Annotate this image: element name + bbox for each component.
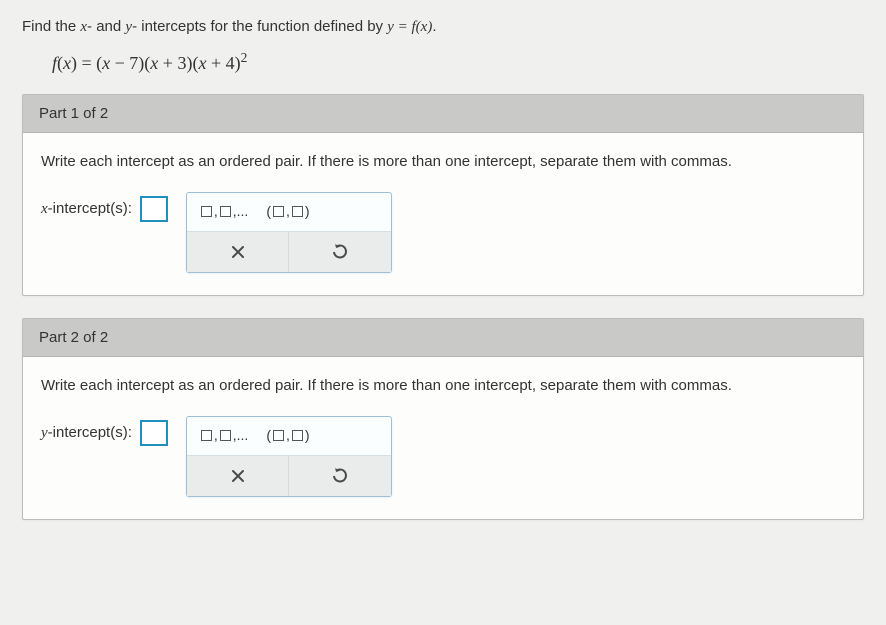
page-root: Find the x - and y - intercepts for the fu…	[0, 0, 886, 520]
toolbox-actions	[187, 231, 391, 272]
sep: ,	[214, 427, 218, 443]
label-text: -intercept(s):	[48, 200, 132, 217]
ordered-pair-template-button[interactable]: (,)	[266, 427, 309, 443]
reset-button[interactable]	[289, 232, 391, 272]
part-2-answer-row: y-intercept(s): ,,... (,)	[41, 416, 845, 497]
text: Find the	[22, 18, 80, 35]
pair-sep: ,	[286, 203, 290, 219]
pair-sep: ,	[286, 427, 290, 443]
label-text: -intercept(s):	[48, 424, 132, 441]
part-2-body: Write each intercept as an ordered pair.…	[23, 357, 863, 519]
clear-button[interactable]	[187, 232, 290, 272]
part-1-body: Write each intercept as an ordered pair.…	[23, 133, 863, 295]
part-1-answer-row: x-intercept(s): ,,... (,)	[41, 192, 845, 273]
clear-button[interactable]	[187, 456, 290, 496]
x-intercept-label: x-intercept(s):	[41, 192, 168, 222]
y-intercept-label: y-intercept(s):	[41, 416, 168, 446]
list-template-button[interactable]: ,,...	[201, 203, 248, 219]
sep: ,	[214, 203, 218, 219]
label-var: x	[41, 201, 48, 217]
text: - and	[87, 18, 125, 35]
problem-statement: Find the x- and y- intercepts for the fu…	[22, 18, 864, 36]
eq-short: y = f(x)	[387, 19, 432, 35]
paren-open: (	[266, 203, 271, 219]
list-template-button[interactable]: ,,...	[201, 427, 248, 443]
part-2-instruction: Write each intercept as an ordered pair.…	[41, 377, 845, 394]
toolbox-templates: ,,... (,)	[187, 417, 391, 455]
paren-close: )	[305, 427, 310, 443]
undo-icon	[332, 244, 348, 260]
text: - intercepts for the function defined by	[132, 18, 387, 35]
reset-button[interactable]	[289, 456, 391, 496]
y-intercept-input[interactable]	[140, 420, 168, 446]
toolbox-templates: ,,... (,)	[187, 193, 391, 231]
equation-display: f(x) = (x − 7)(x + 3)(x + 4)2	[52, 50, 864, 74]
toolbox-actions	[187, 455, 391, 496]
x-intercept-input[interactable]	[140, 196, 168, 222]
part-2-header: Part 2 of 2	[23, 319, 863, 357]
label-var: y	[41, 425, 48, 441]
part-1-header: Part 1 of 2	[23, 95, 863, 133]
part-2-panel: Part 2 of 2 Write each intercept as an o…	[22, 318, 864, 520]
toolbox-part-1: ,,... (,)	[186, 192, 392, 273]
undo-icon	[332, 468, 348, 484]
ellipsis: ,...	[233, 427, 249, 443]
part-1-panel: Part 1 of 2 Write each intercept as an o…	[22, 94, 864, 296]
x-icon	[231, 469, 245, 483]
ordered-pair-template-button[interactable]: (,)	[266, 203, 309, 219]
paren-close: )	[305, 203, 310, 219]
ellipsis: ,...	[233, 203, 249, 219]
paren-open: (	[266, 427, 271, 443]
toolbox-part-2: ,,... (,)	[186, 416, 392, 497]
text: .	[432, 18, 436, 35]
part-1-instruction: Write each intercept as an ordered pair.…	[41, 153, 845, 170]
x-icon	[231, 245, 245, 259]
